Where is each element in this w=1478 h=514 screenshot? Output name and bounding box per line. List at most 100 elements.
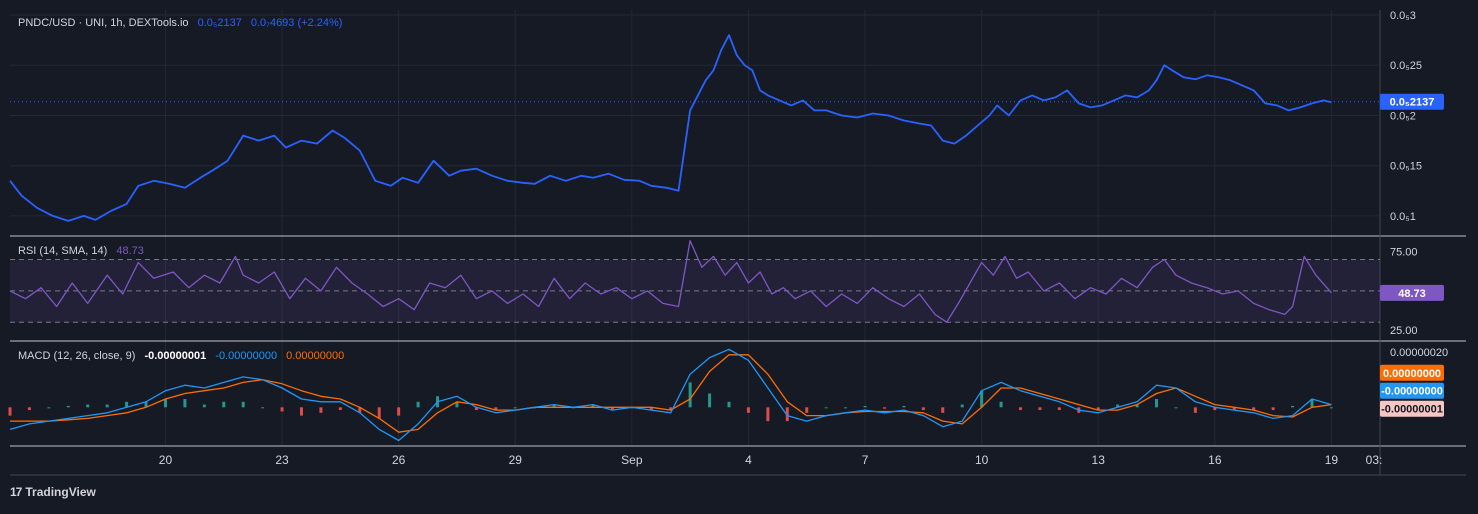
macd-badge-0-label: 0.00000000: [1383, 368, 1441, 380]
macd-histogram-bar: [746, 407, 750, 413]
macd-badge-0-bg: [1380, 364, 1444, 381]
macd-histogram-bar: [708, 393, 712, 408]
macd-histogram-bar: [416, 401, 420, 408]
price-pane[interactable]: 0.0₅2137: [9, 34, 1444, 222]
macd-histogram-bar: [280, 407, 284, 412]
x-tick-label: 16: [1208, 453, 1222, 467]
macd-histogram-bar: [902, 405, 906, 408]
axis-layer: 20 23 26 29 Sep 4 7 10 13 16 19 03: 0.0₅3 0.0₅25 0.0₅2…: [159, 10, 1448, 467]
macd-histogram-bar: [1096, 407, 1100, 411]
rsi-y-tick-label: 25.00: [1390, 325, 1418, 337]
macd-histogram-bar: [222, 401, 226, 408]
macd-histogram-bar: [1232, 407, 1236, 411]
macd-histogram-bar: [358, 407, 362, 413]
macd-histogram-bar: [669, 407, 673, 411]
macd-histogram-bar: [163, 399, 167, 408]
price-y-tick-label: 0.0₅15: [1390, 161, 1422, 173]
macd-histogram-bar: [980, 390, 984, 408]
x-tick-label: 26: [392, 453, 406, 467]
rsi-legend-value: 48.73: [116, 245, 144, 257]
macd-histogram-bar: [241, 401, 245, 408]
tradingview-logo-icon: 17: [10, 485, 22, 499]
macd-histogram-bar: [941, 407, 945, 413]
macd-legend-hist: -0.00000001: [144, 350, 207, 362]
price-last-badge-label: 0.0₅2137: [1390, 97, 1435, 109]
macd-histogram-bar: [882, 407, 886, 409]
macd-histogram-bar: [105, 404, 109, 408]
price-last-badge-bg: [1380, 93, 1444, 110]
macd-histogram-bar: [766, 407, 770, 422]
macd-histogram-bar: [610, 407, 614, 411]
rsi-last-badge-label: 48.73: [1398, 288, 1426, 300]
tradingview-brand[interactable]: 17 TradingView: [10, 484, 96, 500]
macd-histogram-bar: [338, 407, 342, 411]
macd-histogram-bar: [125, 401, 129, 408]
macd-histogram-bar: [960, 404, 964, 408]
macd-histogram-bar: [1252, 407, 1256, 411]
macd-histogram-bar: [1018, 407, 1022, 411]
macd-y-tick-label: 0.00000020: [1390, 347, 1448, 359]
macd-histogram-bar: [999, 401, 1003, 408]
price-y-tick-label: 0.0₅1: [1390, 211, 1416, 223]
grid-layer: [10, 10, 1466, 476]
price-y-tick-label: 0.0₅25: [1390, 60, 1422, 72]
macd-histogram-bar: [455, 401, 459, 408]
macd-histogram-bar: [1038, 407, 1042, 411]
rsi-legend-title: RSI (14, SMA, 14): [18, 245, 108, 257]
x-tick-label: 23: [275, 453, 289, 467]
macd-histogram-bar: [1291, 405, 1295, 408]
price-legend-change: 0.0₇4693 (+2.24%): [250, 17, 343, 29]
macd-histogram-bar: [261, 407, 265, 409]
macd-histogram-bar: [1174, 407, 1178, 409]
x-tick-label: 7: [862, 453, 869, 467]
x-tick-label: 10: [975, 453, 989, 467]
x-tick-label: 19: [1325, 453, 1339, 467]
macd-histogram-bar: [1310, 399, 1314, 408]
macd-histogram-bar: [591, 404, 595, 408]
x-tick-label: 03:: [1366, 453, 1383, 467]
price-y-tick-label: 0.0₅3: [1390, 10, 1416, 22]
x-tick-label: 13: [1092, 453, 1106, 467]
macd-histogram-bar: [1193, 407, 1197, 413]
price-y-tick-label: 0.0₅2: [1390, 110, 1416, 122]
macd-histogram-bar: [47, 407, 51, 409]
macd-histogram-bar: [8, 407, 12, 416]
rsi-legend: RSI (14, SMA, 14) 48.73: [18, 245, 150, 257]
x-tick-label: 4: [745, 453, 752, 467]
rsi-pane[interactable]: 48.73: [9, 240, 1444, 323]
macd-histogram-bar: [319, 407, 323, 413]
macd-histogram-bar: [805, 407, 809, 413]
macd-histogram-bar: [86, 404, 90, 408]
macd-histogram-bar: [1329, 407, 1333, 409]
macd-histogram-bar: [1155, 399, 1159, 408]
macd-histogram-bar: [649, 407, 653, 411]
macd-histogram-bar: [513, 407, 517, 409]
x-tick-label: Sep: [621, 453, 643, 467]
macd-line: [9, 348, 1332, 442]
macd-histogram-bar: [844, 407, 848, 409]
macd-histogram-bar: [66, 405, 70, 408]
macd-histogram-bar: [202, 404, 206, 408]
macd-histogram-bar: [863, 405, 867, 408]
macd-histogram-bar: [144, 401, 148, 408]
macd-histogram-bar: [688, 382, 692, 408]
macd-badge-1-label: -0.00000000: [1381, 386, 1443, 398]
macd-pane[interactable]: 0.00000000 -0.00000000 -0.00000001: [8, 348, 1445, 442]
x-tick-label: 29: [509, 453, 523, 467]
macd-histogram-bar: [397, 407, 401, 416]
macd-histogram-bar: [183, 399, 187, 408]
macd-histogram-bar: [921, 407, 925, 411]
macd-histogram-bar: [494, 407, 498, 411]
tradingview-brand-name: TradingView: [25, 485, 96, 499]
price-legend: PNDC/USD · UNI, 1h, DEXTools.io 0.0₅2137…: [18, 17, 348, 29]
macd-histogram-bar: [377, 407, 381, 419]
macd-badge-2-label: -0.00000001: [1381, 404, 1443, 416]
macd-histogram-bar: [474, 407, 478, 411]
macd-histogram-bar: [727, 401, 731, 408]
macd-histogram-bar: [1116, 404, 1120, 408]
price-legend-symbol: PNDC/USD · UNI, 1h, DEXTools.io: [18, 17, 189, 29]
price-legend-last: 0.0₅2137: [197, 17, 242, 29]
